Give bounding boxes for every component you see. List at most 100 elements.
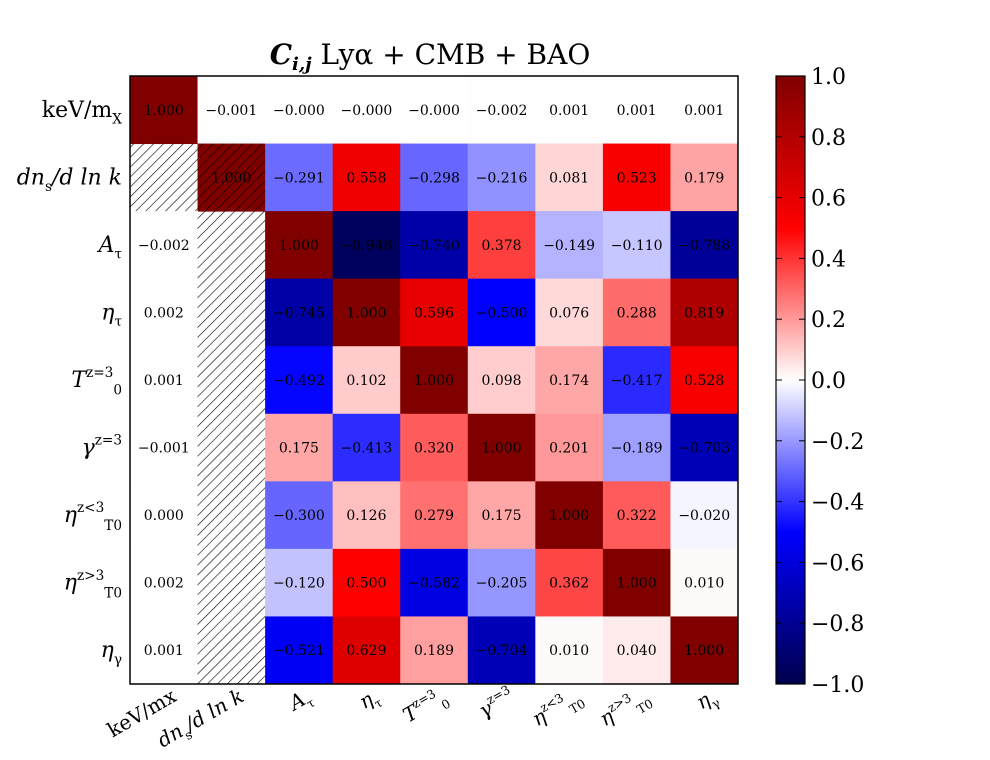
cell-value-label: 0.002 — [144, 305, 184, 321]
cell-value-label: 0.523 — [617, 170, 657, 186]
heatmap-cell — [467, 346, 536, 415]
hatched-cell — [197, 346, 266, 414]
cell-value-label: 1.000 — [549, 508, 589, 524]
heatmap-cell — [265, 76, 334, 145]
cell-value-label: 0.528 — [684, 373, 724, 389]
heatmap-cell — [400, 413, 469, 482]
heatmap-cell — [265, 548, 334, 617]
column-label: Aτ — [283, 683, 317, 719]
column-label: ηz>3T0 — [594, 682, 655, 735]
cell-value-label: 0.102 — [346, 373, 386, 389]
chart-title: Ci,j Lyα + CMB + BAO — [270, 38, 591, 75]
cell-value-label: −0.020 — [678, 508, 730, 524]
heatmap-cell — [602, 346, 671, 415]
heatmap-cell — [130, 413, 199, 482]
cell-value-label: 0.175 — [482, 508, 522, 524]
cell-value-label: −0.298 — [408, 170, 460, 186]
cell-value-label: 0.076 — [549, 305, 589, 321]
heatmap-cell — [535, 548, 604, 617]
colorbar-tick-label: −1.0 — [811, 673, 864, 698]
cell-value-label: 0.189 — [414, 643, 454, 659]
heatmap-cell — [130, 548, 199, 617]
colorbar-tick-label: 0.0 — [811, 369, 846, 394]
cell-value-label: 0.378 — [482, 238, 522, 254]
heatmap-cell — [535, 481, 604, 550]
heatmap-cell — [467, 548, 536, 617]
cell-value-label: −0.291 — [273, 170, 325, 186]
cell-value-label: 0.000 — [144, 508, 184, 524]
cell-value-label: 0.279 — [414, 508, 454, 524]
cell-value-label: 0.001 — [144, 373, 184, 389]
cell-value-label: 0.558 — [346, 170, 386, 186]
heatmap-cell — [467, 278, 536, 347]
cell-value-label: 0.001 — [617, 103, 657, 119]
colorbar-tick-label: 0.8 — [811, 126, 846, 151]
heatmap-cell — [602, 413, 671, 482]
cell-value-label: 0.010 — [684, 576, 724, 592]
cell-value-label: 1.000 — [144, 103, 184, 119]
column-label: ηγ — [692, 684, 723, 718]
colorbar-tick-label: 0.4 — [811, 247, 846, 272]
cell-value-label: −0.582 — [408, 576, 460, 592]
row-labels: keV/mX dns/d ln k Aτ ητ Tz=30 γz=3 ηz<3T0 ηz>3T… — [17, 98, 123, 668]
colorbar-tick-label: −0.4 — [811, 491, 864, 516]
row-label: ητ — [101, 300, 122, 330]
row-label: ηz>3T0 — [64, 568, 122, 602]
heatmap-cell — [400, 346, 469, 415]
heatmap-cell — [400, 211, 469, 280]
cell-value-label: 0.322 — [617, 508, 657, 524]
heatmap-cell — [400, 278, 469, 347]
cell-value-label: −0.001 — [205, 103, 257, 119]
cell-value-label: 0.596 — [414, 305, 454, 321]
cell-value-label: −0.417 — [611, 373, 663, 389]
cell-value-label: 0.288 — [617, 305, 657, 321]
cell-value-label: 1.000 — [279, 238, 319, 254]
heatmap-cell — [332, 278, 401, 347]
heatmap-cell — [332, 76, 401, 145]
cell-value-label: −0.521 — [273, 643, 325, 659]
heatmap-cell — [130, 278, 199, 347]
cell-value-label: 0.002 — [144, 576, 184, 592]
cell-value-label: −0.110 — [611, 238, 663, 254]
heatmap-cell — [670, 548, 739, 617]
cell-value-label: −0.703 — [678, 441, 730, 457]
heatmap-cell — [400, 548, 469, 617]
heatmap-cell — [332, 143, 401, 212]
hatched-cell — [197, 413, 266, 482]
heatmap-cell — [535, 211, 604, 280]
heatmap-cell — [535, 413, 604, 482]
cell-value-label: 0.001 — [144, 643, 184, 659]
heatmap-cell — [670, 616, 739, 685]
heatmap-cell — [400, 76, 469, 145]
cell-value-label: −0.120 — [273, 576, 325, 592]
hatched-cell — [197, 278, 266, 347]
hatched-cell — [197, 548, 266, 617]
cell-value-label: 1.000 — [346, 305, 386, 321]
column-label: ηz<3T0 — [527, 682, 588, 735]
cell-value-label: −0.000 — [408, 103, 460, 119]
cell-value-label: 0.320 — [414, 441, 454, 457]
row-label: Tz=30 — [71, 365, 122, 399]
hatched-cells — [130, 143, 266, 684]
cell-value-label: −0.948 — [341, 238, 393, 254]
cell-value-label: −0.300 — [273, 508, 325, 524]
row-label: ηγ — [101, 638, 122, 668]
row-label: γz=3 — [82, 433, 122, 461]
cell-value-label: 1.000 — [684, 643, 724, 659]
cell-value-label: 0.174 — [549, 373, 589, 389]
cell-value-label: 0.040 — [617, 643, 657, 659]
cell-value-label: 0.001 — [549, 103, 589, 119]
heatmap-cell — [670, 143, 739, 212]
cell-value-label: 0.179 — [684, 170, 724, 186]
cell-value-label: 0.500 — [346, 576, 386, 592]
cell-value-labels: 1.000 −0.001 −0.000 −0.000 −0.000 −0.002 0.001… — [138, 103, 730, 659]
row-label: Aτ — [97, 233, 123, 263]
colorbar-ticks: 1.0 0.8 0.6 0.4 0.2 0.0 −0.2 −0.4 −0.6 −0.8 −1.0 — [776, 65, 864, 698]
cell-value-label: −0.000 — [273, 103, 325, 119]
heatmap-cell — [130, 76, 199, 145]
heatmap-cell — [467, 413, 536, 482]
colorbar-tick-label: −0.2 — [811, 430, 864, 455]
cell-value-label: 1.000 — [617, 576, 657, 592]
heatmap-cell — [197, 76, 266, 145]
